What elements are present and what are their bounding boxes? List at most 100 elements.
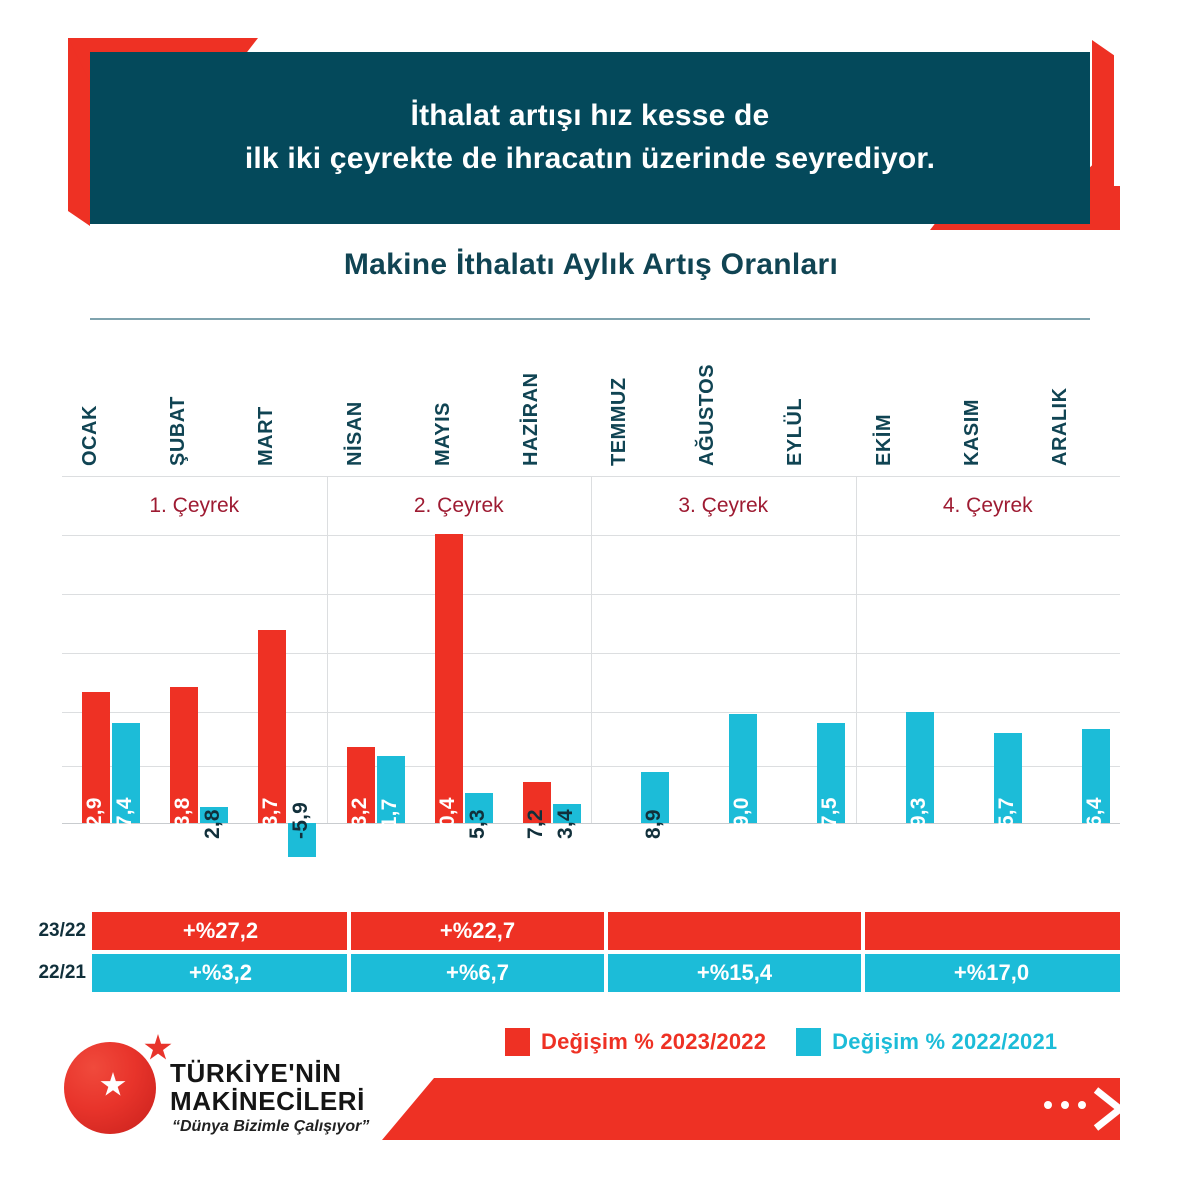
footer-banner (382, 1078, 1120, 1140)
bar-cyan-nisan (376, 755, 405, 823)
quarter-divider (591, 476, 592, 823)
header-title-line-2: ilk iki çeyrekte de ihracatın üzerinde s… (244, 142, 936, 175)
bar-value-label: 3,4 (553, 809, 577, 839)
footer-dot-1-icon (1044, 1101, 1052, 1109)
month-label-kasim: KASIM (960, 399, 983, 466)
chevron-right-icon[interactable] (1090, 1086, 1126, 1132)
bar-value-label: 22,9 (83, 797, 106, 839)
bar-cyan-austos (729, 714, 758, 823)
summary-cell-separator (861, 912, 865, 950)
bar-red-nisan (346, 747, 375, 823)
month-label-nisan: NİSAN (343, 401, 366, 466)
chart-legend: Değişim % 2023/2022 Değişim % 2022/2021 (505, 1028, 1057, 1056)
bar-cyan-mayis (464, 792, 493, 823)
month-label-ekim: EKİM (872, 414, 895, 466)
bar-value-label: 11,7 (377, 798, 401, 839)
bar-value-label: 8,9 (642, 809, 665, 839)
summary-cell: +%15,4 (606, 954, 863, 992)
legend-item-2022-2021: Değişim % 2022/2021 (796, 1028, 1057, 1056)
summary-cell-separator (347, 912, 351, 950)
quarter-label-2: 2. Çeyrek (413, 494, 504, 517)
month-label-aralik: ARALIK (1048, 387, 1071, 466)
bar-cyan-temmuz (641, 772, 669, 823)
bar-red-mart (258, 629, 287, 823)
logo-text-line-1: TÜRKİYE'NİN (170, 1058, 342, 1088)
bar-value-label: 5,3 (465, 809, 489, 839)
summary-cell-separator (604, 954, 608, 992)
summary-cell: +%22,7 (349, 912, 606, 950)
header-title-line-1: İthalat artışı hız kesse de (410, 99, 770, 133)
summary-cell: +%27,2 (92, 912, 349, 950)
zero-baseline (62, 823, 1120, 824)
summary-cell (606, 912, 863, 950)
bar-cyan-ekim (905, 712, 934, 823)
summary-cell: +%3,2 (92, 954, 349, 992)
footer-dots-icon (1044, 1101, 1086, 1109)
bar-red-haziran (522, 781, 551, 823)
header-banner-area: İthalat artışı hız kesse de ilk iki çeyr… (0, 0, 1182, 250)
bar-value-label: 7,2 (523, 809, 547, 839)
legend-item-2023-2022: Değişim % 2023/2022 (505, 1028, 766, 1056)
chart-title: Makine İthalatı Aylık Artış Oranları (343, 248, 839, 281)
month-label-ocak: OCAK (79, 405, 101, 466)
quarter-label-4: 4. Çeyrek (942, 494, 1033, 517)
footer-dot-2-icon (1061, 1101, 1069, 1109)
summary-cell-separator (861, 954, 865, 992)
bar-value-label: 33,7 (259, 797, 283, 839)
bar-value-label: -5,9 (289, 802, 313, 839)
quarter-summary-table: 23/22 +%27,2 +%22,7 22/21 +%3,2 +%6,7 +%15,4 +%… (0, 912, 1182, 998)
summary-row-22-21: +%3,2 +%6,7 +%15,4 +%17,0 (92, 954, 1120, 992)
summary-row-label: 23/22 (38, 920, 86, 941)
summary-row-label: 22/21 (38, 962, 86, 983)
bar-value-label: 50,4 (435, 797, 459, 839)
summary-cell-separator (604, 912, 608, 950)
month-label-eyll: EYLÜL (784, 397, 807, 466)
month-axis-labels: OCAK ŞUBAT MART NİSAN MAYIS HAZİRAN TEMMUZ AĞUS… (0, 338, 1182, 466)
summary-cell-separator (347, 954, 351, 992)
bar-cyan-mart (288, 823, 317, 857)
bar-value-label: 19,0 (730, 797, 754, 839)
quarter-label-3: 3. Çeyrek (678, 494, 769, 517)
bar-cyan-eyll (817, 722, 846, 823)
month-label-mart: MART (255, 406, 278, 466)
bar-value-label: 23,8 (171, 797, 195, 839)
header-title: İthalat artışı hız kesse de ilk iki çeyr… (245, 95, 935, 180)
bar-value-label: 15,7 (994, 797, 1018, 839)
summary-cell: +%17,0 (863, 954, 1120, 992)
bar-value-label: 13,2 (347, 797, 371, 839)
logo-star-red-icon (144, 1034, 172, 1060)
logo-tagline: “Dünya Bizimle Çalışıyor” (172, 1118, 370, 1135)
legend-swatch-red-icon (505, 1028, 530, 1056)
header-banner: İthalat artışı hız kesse de ilk iki çeyr… (90, 52, 1090, 224)
legend-label-2023-2022: Değişim % 2023/2022 (541, 1029, 767, 1054)
bar-cyan-haziran (552, 803, 581, 823)
month-label-haziran: HAZİRAN (519, 372, 542, 467)
bar-value-label: 17,4 (113, 797, 136, 839)
bar-cyan-kasim (993, 733, 1022, 823)
month-label-mayis: MAYIS (431, 401, 454, 466)
legend-swatch-cyan-icon (796, 1028, 822, 1056)
bar-value-label: 2,8 (201, 809, 225, 839)
logo-text-line-2: MAKİNECİLERİ (170, 1086, 365, 1116)
month-label-temmuz: TEMMUZ (608, 377, 630, 466)
footer-dot-3-icon (1078, 1101, 1086, 1109)
bar-cyan-ubat (200, 806, 229, 823)
quarter-label-1: 1. Çeyrek (149, 494, 240, 517)
legend-label-2022-2021: Değişim % 2022/2021 (832, 1029, 1058, 1054)
month-label-ubat: ŞUBAT (167, 396, 190, 466)
bar-value-label: 16,4 (1082, 797, 1106, 839)
bar-chart-plot-area: 1. Çeyrek 2. Çeyrek 3. Çeyrek 4. Çeyrek 22,9… (62, 476, 1120, 862)
bar-cyan-ocak (112, 723, 140, 823)
title-divider-rule (90, 318, 1090, 320)
summary-cell (863, 912, 1120, 950)
bar-value-label: 19,3 (906, 797, 930, 839)
summary-cell: +%6,7 (349, 954, 606, 992)
quarter-divider (855, 476, 857, 823)
summary-row-23-22: +%27,2 +%22,7 (92, 912, 1120, 950)
bar-red-mayis (434, 534, 463, 823)
bar-red-ubat (170, 686, 199, 823)
month-label-austos: AĞUSTOS (696, 363, 719, 466)
bar-red-ocak (82, 691, 110, 823)
bar-value-label: 17,5 (818, 797, 842, 839)
logo: TÜRKİYE'NİN MAKİNECİLERİ “Dünya Bizimle … (56, 1030, 376, 1150)
